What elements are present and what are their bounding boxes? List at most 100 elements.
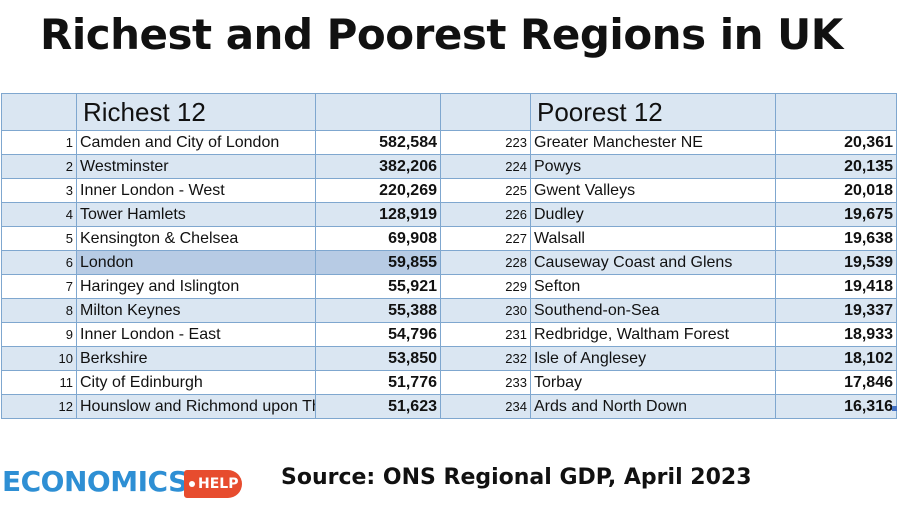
richest-region-name: Westminster	[76, 154, 316, 179]
richest-rank: 10	[1, 346, 77, 371]
poorest-gdp-value: 20,361	[775, 130, 897, 155]
richest-rank: 11	[1, 370, 77, 395]
poorest-region-name: Sefton	[530, 274, 776, 299]
poorest-rank: 231	[440, 322, 531, 347]
richest-region-name: Camden and City of London	[76, 130, 316, 155]
poorest-gdp-value: 16,316	[775, 394, 897, 419]
richest-gdp-value: 55,388	[315, 298, 441, 323]
richest-gdp-value: 220,269	[315, 178, 441, 203]
poorest-gdp-value: 18,933	[775, 322, 897, 347]
richest-region-name: Milton Keynes	[76, 298, 316, 323]
header-blank-cell	[775, 93, 897, 131]
richest-region-name: Tower Hamlets	[76, 202, 316, 227]
table-row: 7 Haringey and Islington 55,921 229 Sefton 19…	[1, 274, 897, 299]
table-row: 9 Inner London - East 54,796 231 Redbridge, …	[1, 322, 897, 347]
source-note: Source: ONS Regional GDP, April 2023	[281, 465, 752, 490]
header-blank-cell	[440, 93, 531, 131]
poorest-gdp-value: 20,018	[775, 178, 897, 203]
richest-gdp-value: 51,776	[315, 370, 441, 395]
richest-rank: 7	[1, 274, 77, 299]
table-resize-handle	[892, 406, 897, 411]
poorest-rank: 227	[440, 226, 531, 251]
header-blank-cell	[1, 93, 77, 131]
richest-gdp-value: 59,855	[315, 250, 441, 275]
richest-region-name: London	[76, 250, 316, 275]
table-row: 11 City of Edinburgh 51,776 233 Torbay 17,846	[1, 370, 897, 395]
poorest-gdp-value: 19,638	[775, 226, 897, 251]
poorest-region-name: Greater Manchester NE	[530, 130, 776, 155]
poorest-region-name: Causeway Coast and Glens	[530, 250, 776, 275]
page-title: Richest and Poorest Regions in UK	[40, 10, 843, 59]
poorest-rank: 228	[440, 250, 531, 275]
poorest-rank: 224	[440, 154, 531, 179]
poorest-rank: 233	[440, 370, 531, 395]
table-row: 2 Westminster 382,206 224 Powys 20,135	[1, 154, 897, 179]
poorest-rank: 234	[440, 394, 531, 419]
richest-region-name: City of Edinburgh	[76, 370, 316, 395]
footer: ECONOMICS HELP Source: ONS Regional GDP,…	[0, 455, 900, 506]
richest-gdp-value: 382,206	[315, 154, 441, 179]
richest-region-name: Inner London - East	[76, 322, 316, 347]
richest-region-name: Kensington & Chelsea	[76, 226, 316, 251]
poorest-gdp-value: 18,102	[775, 346, 897, 371]
poorest-region-name: Walsall	[530, 226, 776, 251]
tag-icon: HELP	[184, 470, 242, 498]
poorest-region-name: Ards and North Down	[530, 394, 776, 419]
poorest-gdp-value: 19,539	[775, 250, 897, 275]
richest-gdp-value: 54,796	[315, 322, 441, 347]
richest-gdp-value: 582,584	[315, 130, 441, 155]
poorest-gdp-value: 17,846	[775, 370, 897, 395]
poorest-gdp-value: 19,675	[775, 202, 897, 227]
tag-hole	[189, 481, 195, 487]
regions-table: Richest 12 Poorest 12 1 Camden and City o…	[1, 93, 897, 419]
poorest-region-name: Isle of Anglesey	[530, 346, 776, 371]
poorest-gdp-value: 19,337	[775, 298, 897, 323]
richest-rank: 4	[1, 202, 77, 227]
poorest-region-name: Redbridge, Waltham Forest	[530, 322, 776, 347]
poorest-region-name: Torbay	[530, 370, 776, 395]
richest-region-name: Haringey and Islington	[76, 274, 316, 299]
poorest-rank: 232	[440, 346, 531, 371]
table-row: 10 Berkshire 53,850 232 Isle of Anglesey 18,1…	[1, 346, 897, 371]
table-row: 5 Kensington & Chelsea 69,908 227 Walsall 19,…	[1, 226, 897, 251]
richest-region-name: Hounslow and Richmond upon Thames	[76, 394, 316, 419]
richest-rank: 8	[1, 298, 77, 323]
richest-rank: 2	[1, 154, 77, 179]
richest-rank: 3	[1, 178, 77, 203]
poorest-header: Poorest 12	[530, 93, 776, 131]
logo-tag-label: HELP	[198, 476, 239, 492]
richest-rank: 12	[1, 394, 77, 419]
table-row: 4 Tower Hamlets 128,919 226 Dudley 19,675	[1, 202, 897, 227]
poorest-gdp-value: 20,135	[775, 154, 897, 179]
poorest-rank: 229	[440, 274, 531, 299]
poorest-rank: 223	[440, 130, 531, 155]
richest-gdp-value: 51,623	[315, 394, 441, 419]
poorest-region-name: Southend-on-Sea	[530, 298, 776, 323]
richest-gdp-value: 55,921	[315, 274, 441, 299]
richest-rank: 9	[1, 322, 77, 347]
richest-header: Richest 12	[76, 93, 316, 131]
richest-gdp-value: 53,850	[315, 346, 441, 371]
poorest-region-name: Gwent Valleys	[530, 178, 776, 203]
richest-gdp-value: 128,919	[315, 202, 441, 227]
richest-region-name: Berkshire	[76, 346, 316, 371]
richest-rank: 5	[1, 226, 77, 251]
richest-rank: 1	[1, 130, 77, 155]
table-row: 8 Milton Keynes 55,388 230 Southend-on-Sea 19…	[1, 298, 897, 323]
logo-wordmark: ECONOMICS	[2, 465, 188, 498]
poorest-rank: 225	[440, 178, 531, 203]
richest-gdp-value: 69,908	[315, 226, 441, 251]
header-blank-cell	[315, 93, 441, 131]
poorest-gdp-value: 19,418	[775, 274, 897, 299]
poorest-region-name: Powys	[530, 154, 776, 179]
poorest-region-name: Dudley	[530, 202, 776, 227]
poorest-rank: 226	[440, 202, 531, 227]
richest-rank: 6	[1, 250, 77, 275]
table-row: 3 Inner London - West 220,269 225 Gwent Vall…	[1, 178, 897, 203]
richest-region-name: Inner London - West	[76, 178, 316, 203]
table-row: 6 London 59,855 228 Causeway Coast and Glens…	[1, 250, 897, 275]
table-header-row: Richest 12 Poorest 12	[1, 93, 897, 131]
poorest-rank: 230	[440, 298, 531, 323]
table-row: 1 Camden and City of London 582,584 223 Grea…	[1, 130, 897, 155]
